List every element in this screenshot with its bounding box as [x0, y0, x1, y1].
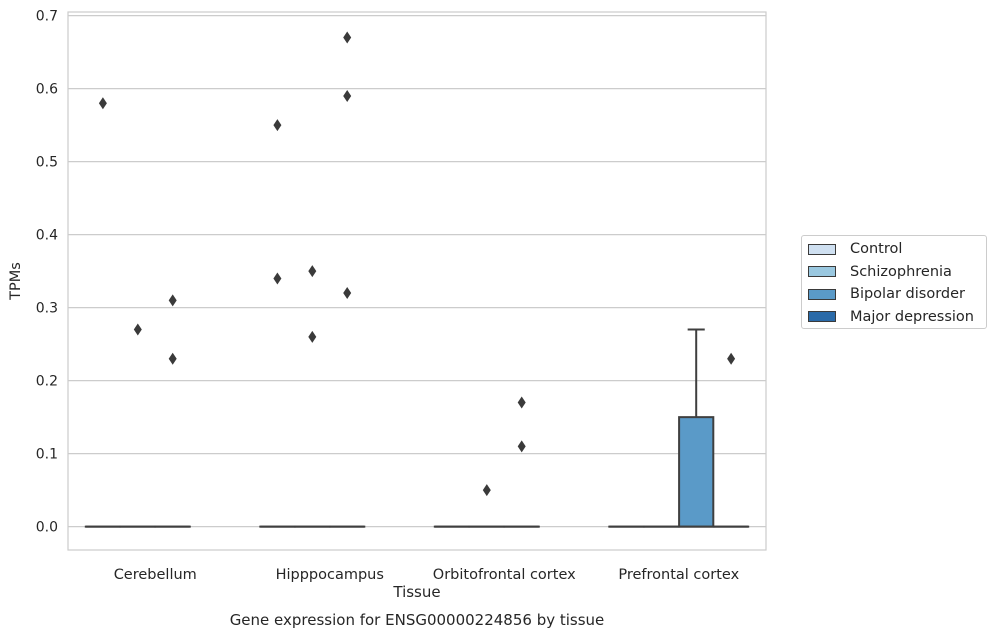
y-tick-label: 0.0 [36, 520, 58, 536]
grid-lines [68, 15, 766, 528]
legend-label: Major depression [850, 308, 974, 325]
box-group [84, 328, 750, 528]
y-tick-label: 0.4 [36, 228, 58, 244]
outlier-point [168, 294, 177, 307]
outlier-point [517, 396, 526, 409]
y-tick-label: 0.6 [36, 82, 58, 98]
y-tick-label: 0.3 [36, 301, 58, 317]
outlier-point [168, 352, 177, 365]
legend-item: Major depression [808, 308, 974, 326]
y-tick-label: 0.7 [36, 9, 58, 25]
y-tick-label: 0.5 [36, 155, 58, 171]
x-tick-label: Orbitofrontal cortex [433, 567, 576, 583]
box-body [678, 416, 715, 528]
outlier-point [727, 352, 736, 365]
outlier-group [98, 31, 736, 497]
legend: Control Schizophrenia Bipolar disorder Majo… [801, 235, 987, 329]
chart-title: Gene expression for ENSG00000224856 by t… [230, 611, 605, 629]
box-bipolar-disorder [678, 328, 715, 528]
legend-swatch [808, 243, 836, 255]
outlier-point [343, 31, 352, 44]
legend-label: Schizophrenia [850, 263, 952, 280]
outlier-point [308, 265, 317, 278]
y-axis-label: TPMs [8, 262, 24, 301]
legend-label: Control [850, 241, 903, 257]
x-axis-label: Tissue [392, 583, 440, 601]
outlier-point [133, 323, 142, 336]
legend-label: Bipolar disorder [850, 286, 965, 302]
outlier-point [308, 330, 317, 343]
outlier-point [98, 97, 107, 110]
legend-item: Bipolar disorder [808, 285, 965, 303]
x-axis-ticks: Cerebellum Hipppocampus Orbitofrontal cort… [114, 567, 740, 583]
outlier-point [482, 484, 491, 497]
outlier-point [343, 287, 352, 300]
outlier-point [517, 440, 526, 453]
y-tick-label: 0.1 [36, 447, 58, 463]
outlier-point [343, 89, 352, 102]
legend-swatch [808, 288, 836, 300]
x-tick-label: Prefrontal cortex [618, 567, 739, 583]
outlier-point [273, 272, 282, 285]
plot-frame [67, 11, 767, 551]
x-tick-label: Cerebellum [114, 567, 197, 583]
outlier-point [273, 119, 282, 132]
legend-item: Control [808, 240, 902, 258]
legend-swatch [808, 311, 836, 322]
legend-swatch [808, 266, 836, 277]
x-tick-label: Hipppocampus [276, 567, 384, 583]
legend-item: Schizophrenia [808, 263, 952, 281]
y-axis-ticks: 0.0 0.1 0.2 0.3 0.4 0.5 0.6 0.7 [36, 9, 58, 536]
y-tick-label: 0.2 [36, 374, 58, 390]
